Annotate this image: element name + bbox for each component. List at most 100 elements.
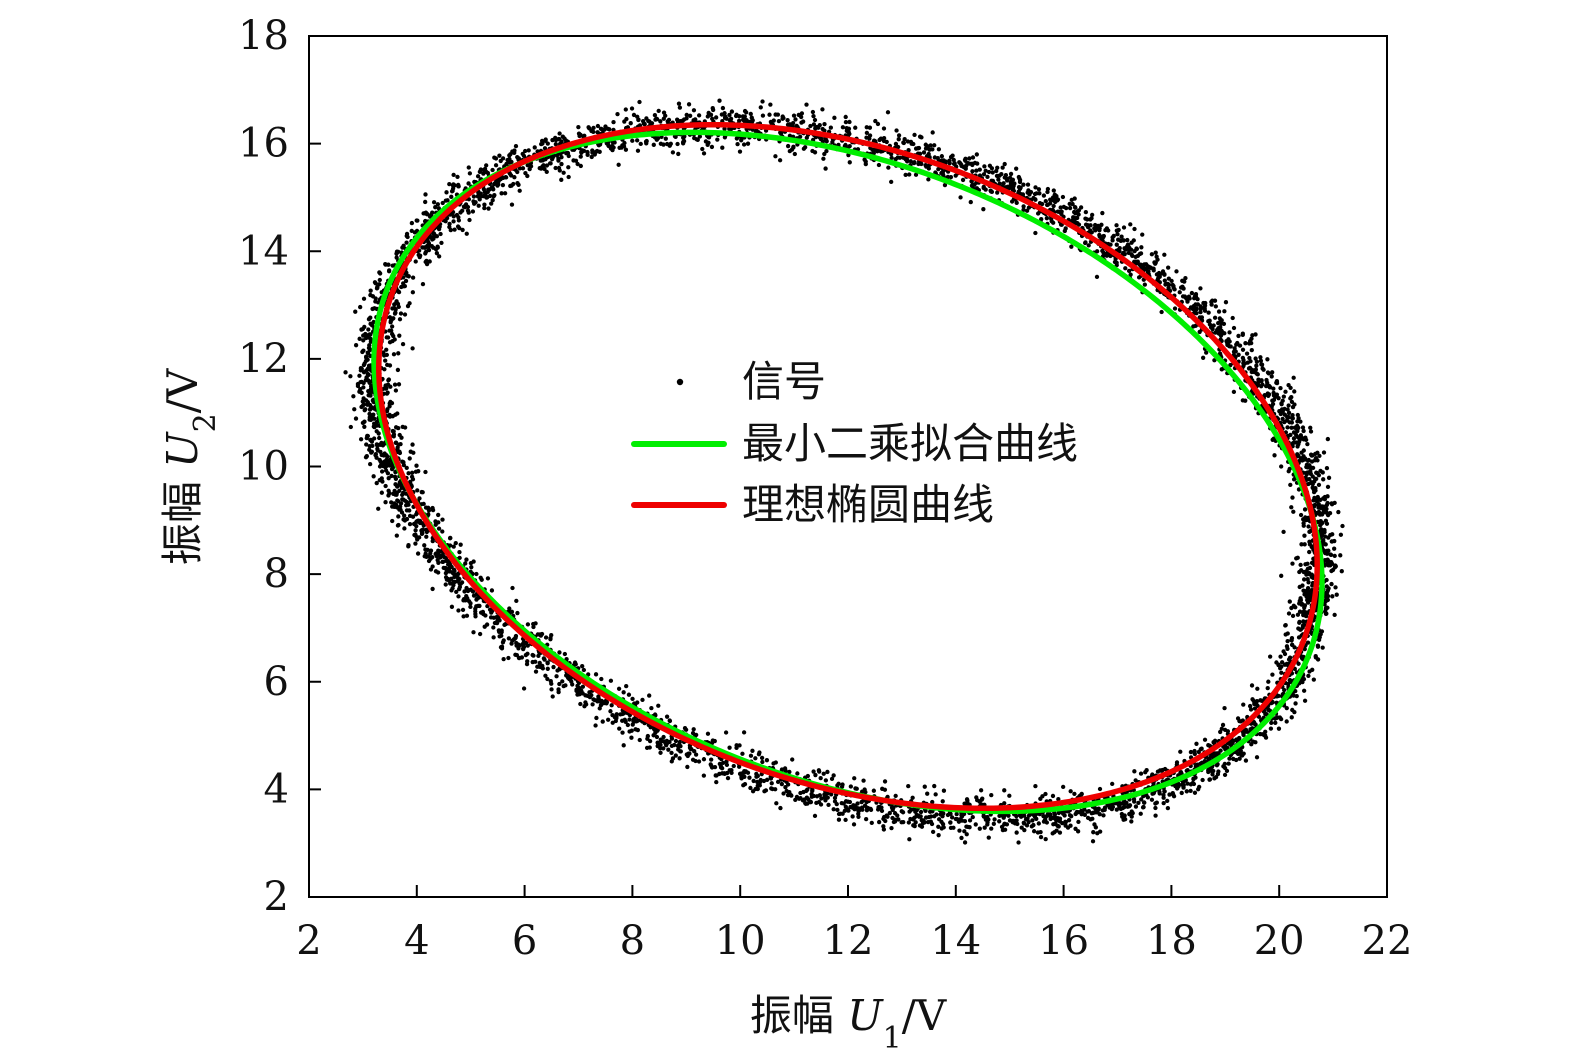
signal-point: [805, 773, 810, 779]
signal-point: [811, 113, 816, 119]
signal-point: [364, 368, 369, 373]
signal-point: [970, 814, 975, 820]
signal-point: [720, 145, 725, 150]
signal-point: [1198, 304, 1203, 309]
signal-point: [372, 416, 377, 421]
signal-point: [1188, 782, 1194, 787]
signal-point: [1292, 709, 1297, 715]
signal-point: [387, 315, 393, 320]
signal-point: [1083, 222, 1089, 227]
signal-point: [1181, 783, 1186, 788]
signal-point: [1213, 751, 1219, 756]
signal-point: [926, 151, 931, 157]
signal-point: [847, 119, 852, 125]
signal-point: [531, 624, 536, 630]
signal-point: [630, 696, 635, 702]
signal-point: [755, 786, 760, 792]
signal-point: [1283, 632, 1288, 637]
signal-point: [1264, 383, 1269, 389]
signal-point: [439, 240, 444, 246]
signal-point: [912, 132, 917, 138]
signal-point: [1286, 410, 1292, 415]
signal-point: [475, 596, 480, 601]
signal-point: [1288, 432, 1293, 438]
signal-point: [413, 528, 418, 533]
signal-point: [881, 827, 887, 832]
signal-point: [372, 436, 377, 441]
signal-point: [1191, 777, 1196, 782]
signal-point: [357, 389, 362, 394]
signal-point: [1141, 800, 1147, 805]
signal-point: [1016, 189, 1021, 194]
signal-point: [453, 541, 458, 546]
signal-point: [556, 687, 561, 692]
signal-point: [1153, 250, 1158, 255]
signal-point: [443, 555, 449, 561]
signal-point: [970, 155, 976, 160]
signal-point: [415, 218, 420, 223]
signal-point: [693, 752, 699, 757]
signal-point: [1135, 253, 1141, 258]
signal-point: [463, 561, 468, 566]
signal-point: [1100, 210, 1105, 216]
signal-point: [396, 382, 402, 387]
signal-point: [1094, 274, 1100, 280]
signal-point: [1126, 803, 1132, 808]
signal-point: [1291, 375, 1296, 380]
signal-point: [1043, 817, 1048, 822]
signal-point: [637, 737, 642, 743]
signal-point: [786, 782, 791, 787]
signal-point: [1153, 813, 1158, 818]
signal-point: [383, 468, 389, 473]
signal-point: [1021, 207, 1026, 212]
signal-point: [1290, 495, 1295, 500]
signal-point: [986, 169, 992, 175]
signal-point: [1290, 613, 1296, 619]
signal-point: [403, 278, 409, 284]
signal-point: [758, 777, 763, 783]
signal-point: [1243, 341, 1248, 346]
signal-point: [1043, 198, 1048, 204]
signal-point: [1291, 477, 1297, 482]
signal-point: [563, 138, 569, 143]
signal-point: [392, 488, 397, 494]
signal-point: [537, 660, 542, 666]
signal-point: [1301, 577, 1307, 582]
signal-point: [844, 126, 849, 131]
signal-point: [597, 149, 602, 154]
signal-point: [1316, 637, 1322, 643]
signal-point: [1141, 804, 1146, 810]
signal-point: [1268, 654, 1273, 659]
signal-point: [378, 442, 383, 447]
signal-point: [377, 277, 382, 283]
signal-point: [1185, 299, 1190, 304]
signal-point: [521, 686, 527, 691]
signal-point: [996, 177, 1001, 182]
signal-point: [1222, 727, 1228, 732]
signal-point: [413, 259, 418, 264]
signal-point: [1090, 839, 1096, 844]
signal-point: [1204, 350, 1209, 355]
signal-point: [520, 166, 526, 171]
signal-point: [1226, 761, 1231, 766]
signal-point: [509, 183, 514, 188]
signal-point: [509, 609, 515, 614]
signal-point: [592, 697, 597, 703]
signal-point: [1199, 746, 1204, 751]
signal-point: [843, 799, 849, 804]
signal-point: [383, 464, 389, 469]
signal-point: [813, 772, 818, 778]
signal-point: [513, 143, 519, 149]
signal-point: [951, 157, 956, 163]
signal-point: [912, 823, 917, 829]
signal-point: [1293, 701, 1298, 706]
signal-point: [371, 406, 377, 411]
signal-point: [1079, 792, 1084, 797]
signal-point: [1282, 687, 1287, 693]
signal-point: [814, 800, 819, 806]
signal-point: [1270, 672, 1275, 677]
signal-point: [893, 157, 898, 162]
signal-point: [1300, 623, 1306, 628]
signal-point: [895, 813, 900, 818]
signal-point: [1224, 768, 1230, 774]
